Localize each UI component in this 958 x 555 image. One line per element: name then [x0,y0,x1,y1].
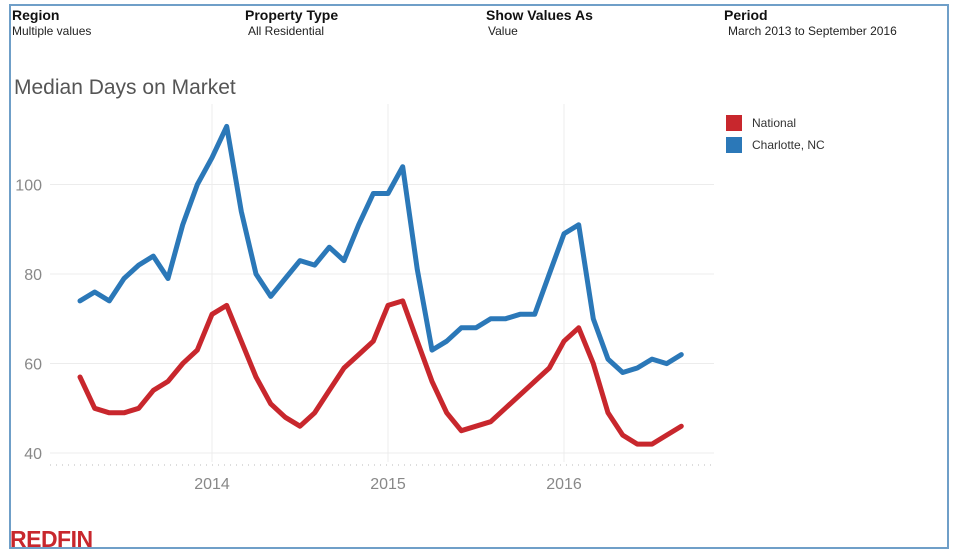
y-tick-label: 40 [24,446,42,463]
legend-swatch [726,115,742,131]
legend-label: Charlotte, NC [752,138,825,152]
series-line-charlotte [77,123,684,375]
y-tick-label: 100 [15,178,42,195]
legend-label: National [752,116,797,130]
legend-item-charlotte[interactable]: Charlotte, NC [726,134,825,156]
filter-period[interactable]: Period March 2013 to September 2016 [724,7,897,39]
x-tick-label: 2016 [546,476,582,493]
y-axis: 40 60 80 100 [15,178,42,463]
filter-value: Value [488,24,518,38]
chart-title: Median Days on Market [14,76,236,99]
x-tick-label: 2015 [370,476,406,493]
filter-label: Show Values As [486,7,593,23]
filter-label: Period [724,7,768,23]
gridlines [50,104,714,466]
series-lines [77,123,684,447]
filter-value: March 2013 to September 2016 [728,24,897,38]
series-line-national [77,298,684,447]
filter-region[interactable]: Region Multiple values [12,7,92,39]
filter-value: Multiple values [12,24,92,38]
filter-property-type[interactable]: Property Type All Residential [245,7,339,39]
dashboard-frame [9,4,949,549]
x-tick-label: 2014 [194,476,230,493]
filter-label: Property Type [245,7,339,23]
legend-item-national[interactable]: National [726,112,825,134]
redfin-logo: REDFIN [10,526,93,552]
x-axis: 2014 2015 2016 [194,476,582,493]
legend-swatch [726,137,742,153]
y-tick-label: 60 [24,357,42,374]
legend: National Charlotte, NC [726,112,825,156]
filter-label: Region [12,7,60,23]
filter-value: All Residential [248,24,325,38]
filter-show-values-as[interactable]: Show Values As Value [486,7,593,39]
y-tick-label: 80 [24,267,42,284]
